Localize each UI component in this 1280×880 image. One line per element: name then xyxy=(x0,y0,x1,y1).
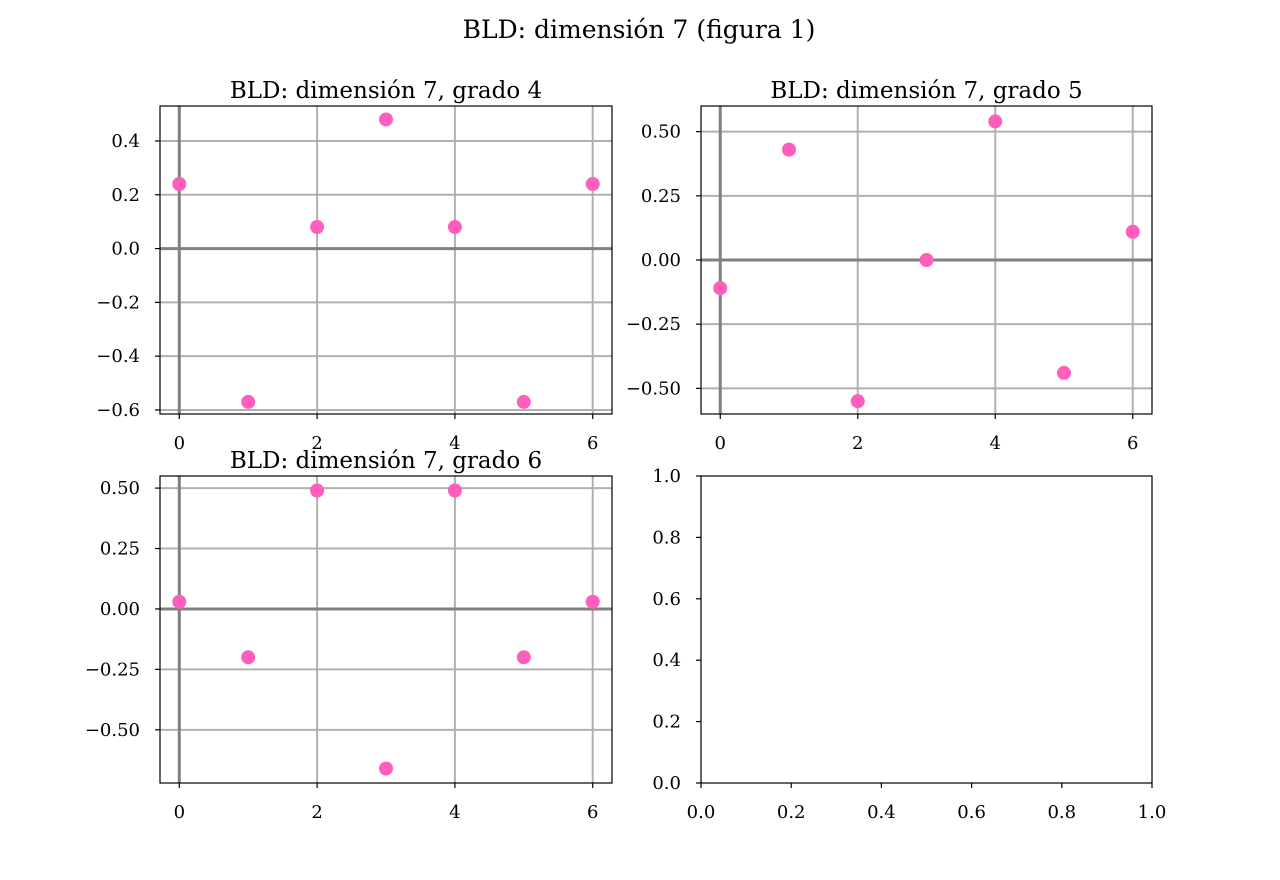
data-point xyxy=(782,142,796,157)
data-point xyxy=(310,483,325,498)
data-point xyxy=(516,650,531,665)
y-tick-label: 0.0 xyxy=(111,239,140,260)
data-point xyxy=(1057,365,1071,380)
y-tick-label: 0.2 xyxy=(652,712,681,733)
data-point xyxy=(988,114,1003,129)
data-point xyxy=(379,761,393,776)
y-tick-label: −0.25 xyxy=(85,659,140,680)
data-point xyxy=(850,394,865,409)
data-point xyxy=(447,220,462,235)
data-point xyxy=(1125,224,1140,239)
y-tick-label: 0.0 xyxy=(652,773,681,794)
x-tick-label: 2 xyxy=(311,433,322,454)
data-point xyxy=(241,650,256,665)
x-tick-label: 6 xyxy=(587,433,598,454)
x-tick-label: 4 xyxy=(990,433,1001,454)
subplot-4: 0.0 0.2 0.4 0.6 0.8 1.0 0.0 0.2 0.4 0.6 0.8 1.0 xyxy=(652,466,1166,823)
data-point xyxy=(585,594,600,609)
x-tick-label: 2 xyxy=(852,433,863,454)
y-tick-label: −0.50 xyxy=(626,378,681,399)
subplot-title: BLD: dimensión 7, grado 5 xyxy=(770,78,1082,104)
data-point xyxy=(172,177,187,192)
subplot-title: BLD: dimensión 7, grado 4 xyxy=(230,78,542,104)
data-point xyxy=(585,177,600,192)
y-tick-label: 0.8 xyxy=(652,527,681,548)
subplot-3: 0 2 4 6 −0.50 −0.25 0.00 0.25 0.50 BLD: dimensión… xyxy=(85,448,613,823)
x-tick-label: 0.4 xyxy=(867,802,896,823)
x-tick-label: 0.8 xyxy=(1047,802,1076,823)
x-tick-label: 6 xyxy=(1127,433,1138,454)
y-tick-label: 0.25 xyxy=(641,186,681,207)
y-tick-label: 0.50 xyxy=(100,478,140,499)
x-tick-label: 0.6 xyxy=(957,802,986,823)
y-tick-label: −0.6 xyxy=(96,400,140,421)
data-point xyxy=(447,483,462,498)
y-tick-label: 0.4 xyxy=(652,650,681,671)
y-tick-label: 0.50 xyxy=(641,122,681,143)
plot-frame xyxy=(159,475,613,784)
data-point xyxy=(713,281,728,296)
data-point xyxy=(310,220,325,235)
y-tick-label: −0.4 xyxy=(96,346,140,367)
data-point xyxy=(919,253,934,267)
figure-suptitle: BLD: dimensión 7 (figura 1) xyxy=(463,15,816,44)
x-tick-label: 6 xyxy=(587,802,598,823)
subplot-1: 0 2 4 6 −0.6 −0.4 −0.2 0.0 0.2 0.4 BLD: dimensión … xyxy=(96,78,613,454)
x-tick-label: 0.0 xyxy=(687,802,716,823)
x-tick-label: 0 xyxy=(715,433,726,454)
x-tick-label: 2 xyxy=(311,802,322,823)
x-tick-label: 1.0 xyxy=(1138,802,1167,823)
subplots: 0 2 4 6 −0.6 −0.4 −0.2 0.0 0.2 0.4 BLD: dimensión … xyxy=(85,78,1166,823)
x-tick-label: 4 xyxy=(449,802,460,823)
y-tick-label: 0.6 xyxy=(652,589,681,610)
x-tick-label: 0.2 xyxy=(777,802,806,823)
data-point xyxy=(516,394,531,409)
plot-frame xyxy=(159,105,613,415)
x-tick-label: 4 xyxy=(449,433,460,454)
x-tick-label: 0 xyxy=(174,802,185,823)
subplot-2: 0 2 4 6 −0.50 −0.25 0.00 0.25 0.50 BLD: dimensión… xyxy=(626,78,1153,454)
y-tick-label: −0.25 xyxy=(626,314,681,335)
y-tick-label: 0.00 xyxy=(100,599,140,620)
y-tick-label: 0.4 xyxy=(111,131,140,152)
y-tick-label: −0.2 xyxy=(96,292,140,313)
y-tick-label: −0.50 xyxy=(85,720,140,741)
data-point xyxy=(172,594,187,609)
y-tick-label: 0.25 xyxy=(100,539,140,560)
data-point xyxy=(379,112,393,127)
subplot-title: BLD: dimensión 7, grado 6 xyxy=(230,448,542,474)
y-tick-label: 0.2 xyxy=(111,185,140,206)
data-point xyxy=(241,394,256,409)
x-tick-label: 0 xyxy=(174,433,185,454)
y-tick-label: 0.00 xyxy=(641,250,681,271)
plot-frame xyxy=(700,475,1153,784)
y-tick-label: 1.0 xyxy=(652,466,681,487)
